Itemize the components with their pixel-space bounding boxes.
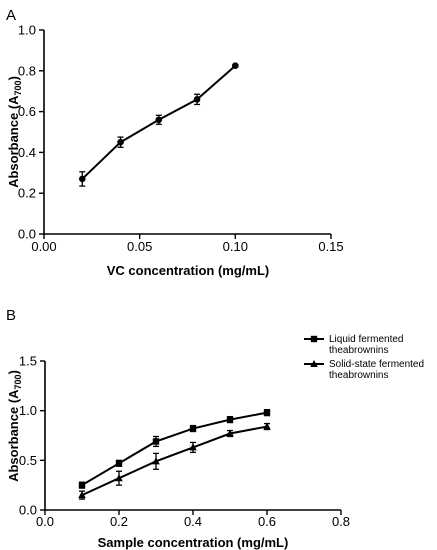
panel-b-y-tick-label: 1.0 [19, 403, 37, 418]
panel-a-y-tick-label: 0.0 [18, 227, 36, 242]
panel-b-data-point [78, 491, 86, 499]
legend-label: Solid-state fermented [329, 359, 424, 370]
panel-b-axes: 0.0 0.5 1.0 1.5 0.0 0.2 0.4 0.6 0.8 [19, 354, 350, 530]
panel-b-legend: Liquid fermentedtheabrowninsSolid-state … [304, 334, 424, 381]
panel-b-data-point [189, 425, 197, 432]
panel-b-data-point [226, 429, 234, 437]
panel-b-x-tick-label: 0.0 [36, 514, 54, 529]
panel-a-series-1 [78, 62, 239, 187]
panel-b-y-axis-title: Absorbance (A700) [6, 370, 23, 482]
panel-a-y-tick-label: 0.2 [18, 186, 36, 201]
panel-a-data-point [117, 138, 124, 146]
panel-a-y-axis-title: Absorbance (A700) [6, 76, 23, 188]
panel-a-y-tick-label: 0.8 [18, 63, 36, 78]
panel-a-x-tick-label: 0.00 [31, 239, 56, 254]
legend-label: theabrownins [329, 370, 388, 381]
panel-a-y-tick-label: 1.0 [18, 23, 36, 38]
panel-b: B Absorbance (A700) Sample concentration… [6, 307, 424, 550]
panel-a-axes: 0.0 0.2 0.4 0.6 0.8 1.0 0.00 0.05 0.10 0.15 [18, 23, 344, 255]
panel-b-x-axis-title: Sample concentration (mg/mL) [98, 535, 289, 550]
panel-a-y-tick-label: 0.6 [18, 104, 36, 119]
panel-b-series-2 [78, 422, 271, 500]
panel-b-letter: B [6, 307, 16, 324]
panel-b-series-1 [78, 409, 271, 489]
panel-a-data-point [155, 116, 163, 124]
panel-b-data-point [152, 438, 160, 445]
panel-a-x-tick-label: 0.15 [318, 239, 343, 254]
legend-label: theabrownins [329, 345, 388, 356]
panel-b-data-point [115, 474, 123, 482]
panel-b-y-tick-label: 0.5 [19, 453, 37, 468]
panel-b-data-point [189, 443, 197, 451]
panel-a-x-axis-title: VC concentration (mg/mL) [107, 263, 270, 278]
legend-marker [310, 335, 318, 343]
panel-b-y-tick-label: 0.0 [19, 503, 37, 518]
panel-b-data-point [152, 457, 160, 465]
panel-a-data-point [193, 96, 201, 103]
panel-a-letter: A [6, 7, 16, 24]
panel-b-x-tick-label: 0.2 [110, 514, 128, 529]
panel-b-series-line [81, 425, 268, 497]
panel-b-data-point [263, 422, 271, 430]
panel-b-data-point [263, 409, 271, 416]
panel-b-data-point [226, 416, 234, 423]
panel-a: A Absorbance (A700) VC concentration (mg… [6, 7, 344, 278]
panel-b-x-tick-label: 0.6 [258, 514, 276, 529]
panel-a-x-tick-label: 0.10 [223, 239, 248, 254]
legend-label: Liquid fermented [329, 334, 404, 345]
panel-a-data-point [78, 175, 86, 183]
panel-b-x-tick-label: 0.8 [332, 514, 350, 529]
panel-a-y-tick-label: 0.4 [18, 145, 36, 160]
panel-b-data-point [78, 481, 86, 489]
panel-b-series-line [81, 411, 268, 487]
panel-b-x-tick-label: 0.4 [184, 514, 202, 529]
panel-a-x-tick-label: 0.05 [127, 239, 152, 254]
panel-b-y-tick-label: 1.5 [19, 354, 37, 369]
legend-marker [310, 360, 318, 367]
panel-b-data-point [115, 460, 123, 467]
panel-a-data-point [232, 62, 239, 69]
